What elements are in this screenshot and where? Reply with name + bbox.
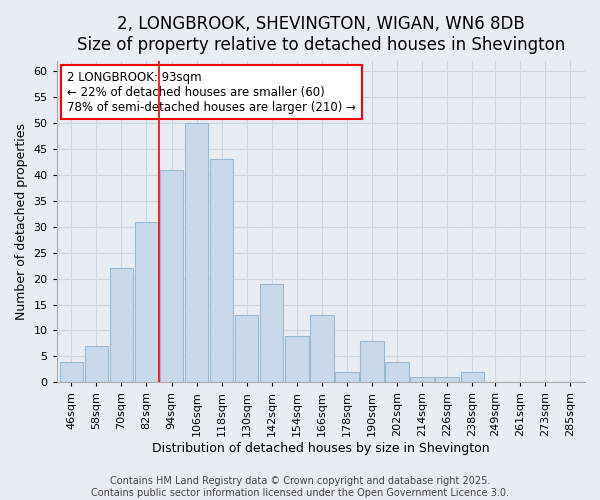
Bar [361,341,384,382]
Bar [135,222,158,382]
Title: 2, LONGBROOK, SHEVINGTON, WIGAN, WN6 8DB
Size of property relative to detached h: 2, LONGBROOK, SHEVINGTON, WIGAN, WN6 8DB… [77,15,565,54]
Bar [335,372,359,382]
Bar [160,170,183,382]
Bar [85,346,108,383]
Bar [285,336,308,382]
Bar [461,372,484,382]
Bar [185,123,208,382]
Y-axis label: Number of detached properties: Number of detached properties [15,123,28,320]
Text: 2 LONGBROOK: 93sqm
← 22% of detached houses are smaller (60)
78% of semi-detache: 2 LONGBROOK: 93sqm ← 22% of detached hou… [67,70,356,114]
Bar [110,268,133,382]
Bar [59,362,83,382]
Bar [310,315,334,382]
Text: Contains HM Land Registry data © Crown copyright and database right 2025.
Contai: Contains HM Land Registry data © Crown c… [91,476,509,498]
Bar [235,315,259,382]
Bar [410,377,434,382]
Bar [385,362,409,382]
X-axis label: Distribution of detached houses by size in Shevington: Distribution of detached houses by size … [152,442,490,455]
Bar [436,377,459,382]
Bar [260,284,283,382]
Bar [210,160,233,382]
